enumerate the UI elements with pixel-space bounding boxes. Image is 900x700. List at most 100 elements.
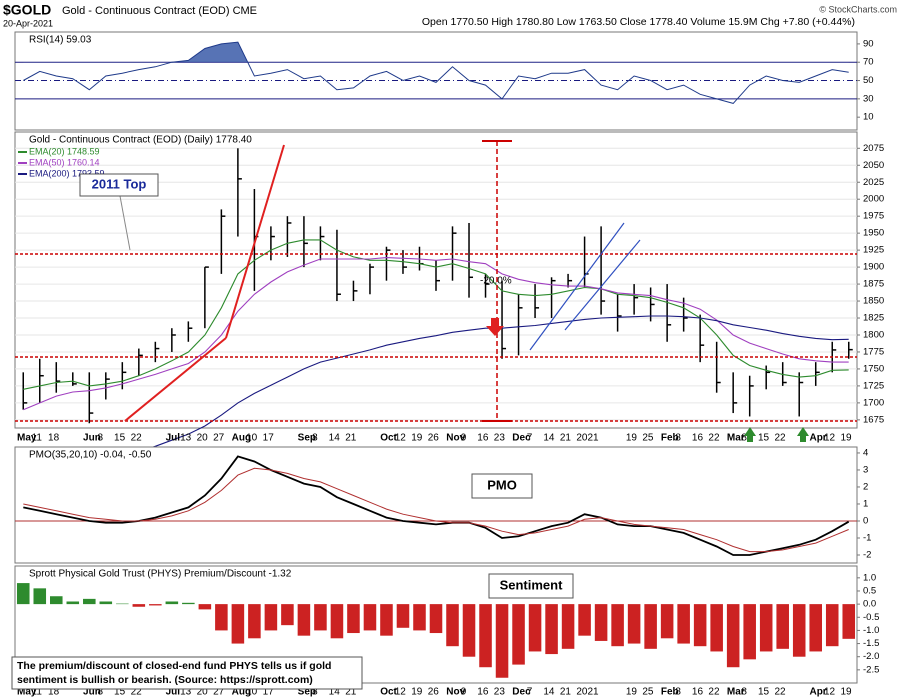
callout-text: 2011 Top xyxy=(92,176,147,191)
channel-line xyxy=(529,222,625,351)
x-tick-label: 8 xyxy=(312,433,318,444)
bar xyxy=(743,604,756,660)
x-tick-label: 22 xyxy=(774,687,786,698)
bar xyxy=(16,583,30,605)
x-tick-label: 9 xyxy=(461,687,467,698)
bar xyxy=(512,604,525,665)
callout-line xyxy=(119,195,131,251)
bar xyxy=(330,604,344,639)
x-tick-label: 8 xyxy=(741,433,747,444)
x-tick-label: Nov xyxy=(446,687,465,698)
legend-entry: EMA(50) 1760.14 xyxy=(29,157,100,167)
x-tick-label: Jul xyxy=(166,687,181,698)
bar xyxy=(99,601,113,605)
x-tick-label: 16 xyxy=(692,433,704,444)
x-tick-label: 12 xyxy=(824,687,836,698)
label-box xyxy=(471,473,533,499)
panel-title: Gold - Continuous Contract (EOD) (Daily)… xyxy=(29,135,252,146)
ema-line xyxy=(23,315,849,492)
y-tick-label: 1750 xyxy=(863,363,884,374)
up-arrow xyxy=(744,427,756,442)
y-tick-label: 2 xyxy=(863,481,868,492)
x-tick-label: 9 xyxy=(461,433,467,444)
x-tick-label: 19 xyxy=(840,687,852,698)
y-tick-label: -2.5 xyxy=(863,664,879,675)
series-line xyxy=(23,455,850,556)
y-tick-label: 0.5 xyxy=(863,585,876,596)
x-tick-label: Jun xyxy=(83,687,101,698)
x-tick-label: 14 xyxy=(543,433,555,444)
bar xyxy=(693,604,707,647)
y-tick-label: 2000 xyxy=(863,194,884,205)
y-tick-label: 30 xyxy=(863,93,874,104)
x-tick-label: 2021 xyxy=(576,687,599,698)
y-tick-label: 2075 xyxy=(863,143,884,154)
bar xyxy=(809,604,822,652)
instrument-name: Gold - Continuous Contract (EOD) CME xyxy=(62,5,257,17)
panel-title: PMO(35,20,10) -0.04, -0.50 xyxy=(29,450,152,461)
x-tick-label: 8 xyxy=(675,433,681,444)
x-tick-label: 2021 xyxy=(576,433,599,444)
x-tick-label: 14 xyxy=(329,433,341,444)
bar xyxy=(116,603,129,605)
x-tick-label: 15 xyxy=(758,433,770,444)
y-tick-label: 1725 xyxy=(863,380,884,391)
rsi-line xyxy=(23,41,849,104)
x-tick-label: Aug xyxy=(232,433,251,444)
x-tick-label: 22 xyxy=(131,687,143,698)
y-tick-label: 1675 xyxy=(863,414,884,425)
bar xyxy=(644,604,657,649)
y-tick-label: 1 xyxy=(863,498,868,509)
bar xyxy=(726,604,740,668)
bar xyxy=(198,604,212,610)
y-tick-label: 1875 xyxy=(863,279,884,290)
bar xyxy=(396,604,410,628)
bar xyxy=(132,604,146,607)
x-tick-label: 19 xyxy=(411,433,423,444)
x-tick-label: 10 xyxy=(246,687,258,698)
x-tick-label: May xyxy=(17,687,37,698)
x-tick-label: 22 xyxy=(708,687,720,698)
bar xyxy=(495,604,509,678)
y-tick-label: -1.5 xyxy=(863,638,879,649)
up-arrow xyxy=(797,427,809,442)
x-tick-label: 25 xyxy=(642,433,654,444)
bar xyxy=(479,604,492,668)
y-tick-label: 1900 xyxy=(863,262,884,273)
trend-line xyxy=(225,144,285,339)
y-tick-label: 50 xyxy=(863,75,874,86)
x-tick-label: 27 xyxy=(213,433,225,444)
x-tick-label: 8 xyxy=(98,433,104,444)
y-tick-label: 1775 xyxy=(863,346,884,357)
x-tick-label: Sep xyxy=(298,433,316,444)
x-tick-label: 18 xyxy=(48,687,60,698)
bar xyxy=(677,604,690,644)
bar xyxy=(182,602,195,605)
bar xyxy=(50,596,63,605)
bar xyxy=(165,601,179,605)
drawdown-label: -20.0% xyxy=(480,276,512,287)
bar xyxy=(825,604,839,647)
y-tick-label: 90 xyxy=(863,38,874,49)
bar xyxy=(594,604,608,641)
x-tick-label: 14 xyxy=(329,687,341,698)
x-tick-label: 17 xyxy=(263,687,275,698)
x-tick-label: 13 xyxy=(180,433,192,444)
x-tick-label: 21 xyxy=(345,687,357,698)
bar xyxy=(710,604,723,652)
x-tick-label: Feb xyxy=(661,687,679,698)
x-tick-label: 20 xyxy=(197,433,209,444)
x-tick-label: 12 xyxy=(395,433,407,444)
y-tick-label: -1 xyxy=(863,533,871,544)
x-tick-label: 21 xyxy=(345,433,357,444)
x-tick-label: Nov xyxy=(446,433,465,444)
x-tick-label: 16 xyxy=(692,687,704,698)
bar xyxy=(446,604,459,647)
x-tick-label: Sep xyxy=(298,687,316,698)
channel-line xyxy=(564,239,641,331)
note-text: sentiment is bullish or bearish. (Source… xyxy=(17,674,313,686)
ema-line xyxy=(23,257,849,411)
x-tick-label: 27 xyxy=(213,687,225,698)
y-tick-label: 70 xyxy=(863,57,874,68)
bar xyxy=(363,604,377,631)
